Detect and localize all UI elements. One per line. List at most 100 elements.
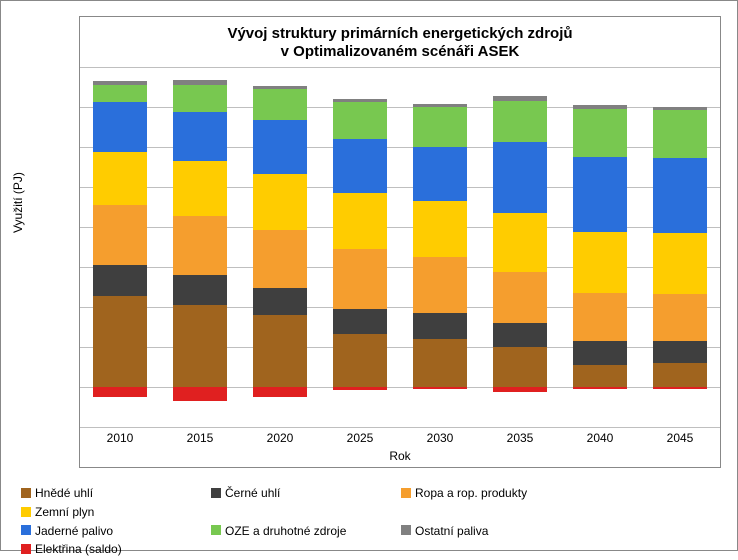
chart-container: Využití (PJ) -25002505007501 0001 2501 5… [0,0,738,551]
legend-item-hnede_uhli: Hnědé uhlí [21,485,191,500]
legend: Hnědé uhlí Černé uhlí Ropa a rop. produkty… [21,485,719,560]
legend-swatch [21,544,31,554]
bar-seg-ostatni [653,107,707,110]
bar-seg-zemni_plyn [653,233,707,294]
legend-row: Jaderné palivo OZE a druhotné zdroje Ostat… [21,523,719,560]
bar-column [253,67,307,427]
x-axis-label: Rok [80,449,720,463]
bar-seg-oze [93,85,147,103]
bar-seg-cerne_uhli [413,313,467,339]
legend-swatch [211,488,221,498]
legend-label: OZE a druhotné zdroje [225,523,346,537]
bar-seg-jaderne [653,158,707,233]
legend-item-ropa: Ropa a rop. produkty [401,485,601,500]
bar-seg-ropa [333,249,387,308]
gridline [80,427,720,428]
bar-seg-cerne_uhli [653,341,707,363]
legend-swatch [21,488,31,498]
bar-seg-hnede_uhli [573,365,627,387]
x-tick-label: 2025 [347,431,374,445]
bar-seg-jaderne [493,142,547,212]
bar-seg-jaderne [413,147,467,201]
bar-seg-elektrina [333,387,387,390]
plot-area: Vývoj struktury primárních energetických… [79,16,721,468]
bar-seg-hnede_uhli [93,296,147,387]
bar-seg-elektrina [93,387,147,397]
bar-seg-cerne_uhli [173,275,227,305]
bar-seg-zemni_plyn [173,161,227,215]
bar-column [333,67,387,427]
legend-label: Černé uhlí [225,486,280,500]
bar-seg-ropa [253,230,307,288]
bar-seg-oze [253,89,307,119]
bar-seg-jaderne [93,102,147,152]
chart-title-line2: v Optimalizovaném scénáři ASEK [281,43,520,60]
bar-seg-cerne_uhli [573,341,627,365]
bar-seg-ostatni [253,86,307,89]
bar-seg-hnede_uhli [493,347,547,387]
y-axis-label: Využití (PJ) [11,172,25,233]
bar-column [493,67,547,427]
bar-seg-oze [573,109,627,157]
bar-seg-elektrina [573,387,627,389]
legend-label: Zemní plyn [35,505,94,519]
bar-seg-zemni_plyn [413,201,467,257]
legend-swatch [401,488,411,498]
bar-column [413,67,467,427]
chart-title: Vývoj struktury primárních energetických… [80,25,720,61]
bar-seg-ostatni [333,99,387,102]
bar-seg-cerne_uhli [253,288,307,315]
bar-seg-hnede_uhli [253,315,307,387]
bar-seg-jaderne [333,139,387,193]
bar-column [173,67,227,427]
legend-label: Jaderné palivo [35,523,113,537]
bar-seg-zemni_plyn [333,193,387,249]
x-tick-label: 2030 [427,431,454,445]
bar-column [573,67,627,427]
legend-item-cerne_uhli: Černé uhlí [211,485,381,500]
bar-seg-oze [173,85,227,112]
legend-item-ostatni: Ostatní paliva [401,523,601,538]
bar-seg-jaderne [173,112,227,162]
bar-seg-ropa [493,272,547,323]
legend-item-oze: OZE a druhotné zdroje [211,523,381,538]
bar-seg-jaderne [253,120,307,174]
bar-column [93,67,147,427]
legend-item-zemni_plyn: Zemní plyn [21,504,176,519]
bar-seg-ropa [413,257,467,313]
bar-seg-cerne_uhli [333,309,387,335]
legend-swatch [211,525,221,535]
bars-area [80,67,720,427]
bar-seg-oze [653,110,707,158]
chart-title-line1: Vývoj struktury primárních energetických… [227,25,572,42]
bar-seg-elektrina [253,387,307,397]
bar-seg-ropa [653,294,707,340]
legend-item-elektrina: Elektřina (saldo) [21,541,176,556]
x-ticks: 20102015202020252030203520402045 [80,431,720,446]
bar-seg-elektrina [413,387,467,389]
legend-item-jaderne: Jaderné palivo [21,523,191,538]
bar-seg-oze [333,102,387,139]
bar-seg-ostatni [93,81,147,84]
bar-seg-elektrina [493,387,547,392]
bar-seg-elektrina [173,387,227,401]
bar-seg-hnede_uhli [173,305,227,387]
x-tick-label: 2035 [507,431,534,445]
legend-swatch [21,507,31,517]
bar-seg-ostatni [493,96,547,101]
legend-row: Hnědé uhlí Černé uhlí Ropa a rop. produkty… [21,485,719,523]
bar-seg-ostatni [413,104,467,107]
bar-seg-zemni_plyn [253,174,307,230]
x-tick-label: 2020 [267,431,294,445]
legend-label: Elektřina (saldo) [35,542,122,556]
bar-seg-hnede_uhli [413,339,467,387]
x-tick-label: 2040 [587,431,614,445]
bar-seg-jaderne [573,157,627,232]
bar-seg-hnede_uhli [333,334,387,387]
x-tick-label: 2045 [667,431,694,445]
bar-seg-ropa [93,205,147,266]
bar-column [653,67,707,427]
bar-seg-zemni_plyn [93,152,147,205]
legend-swatch [401,525,411,535]
bar-seg-oze [413,107,467,147]
